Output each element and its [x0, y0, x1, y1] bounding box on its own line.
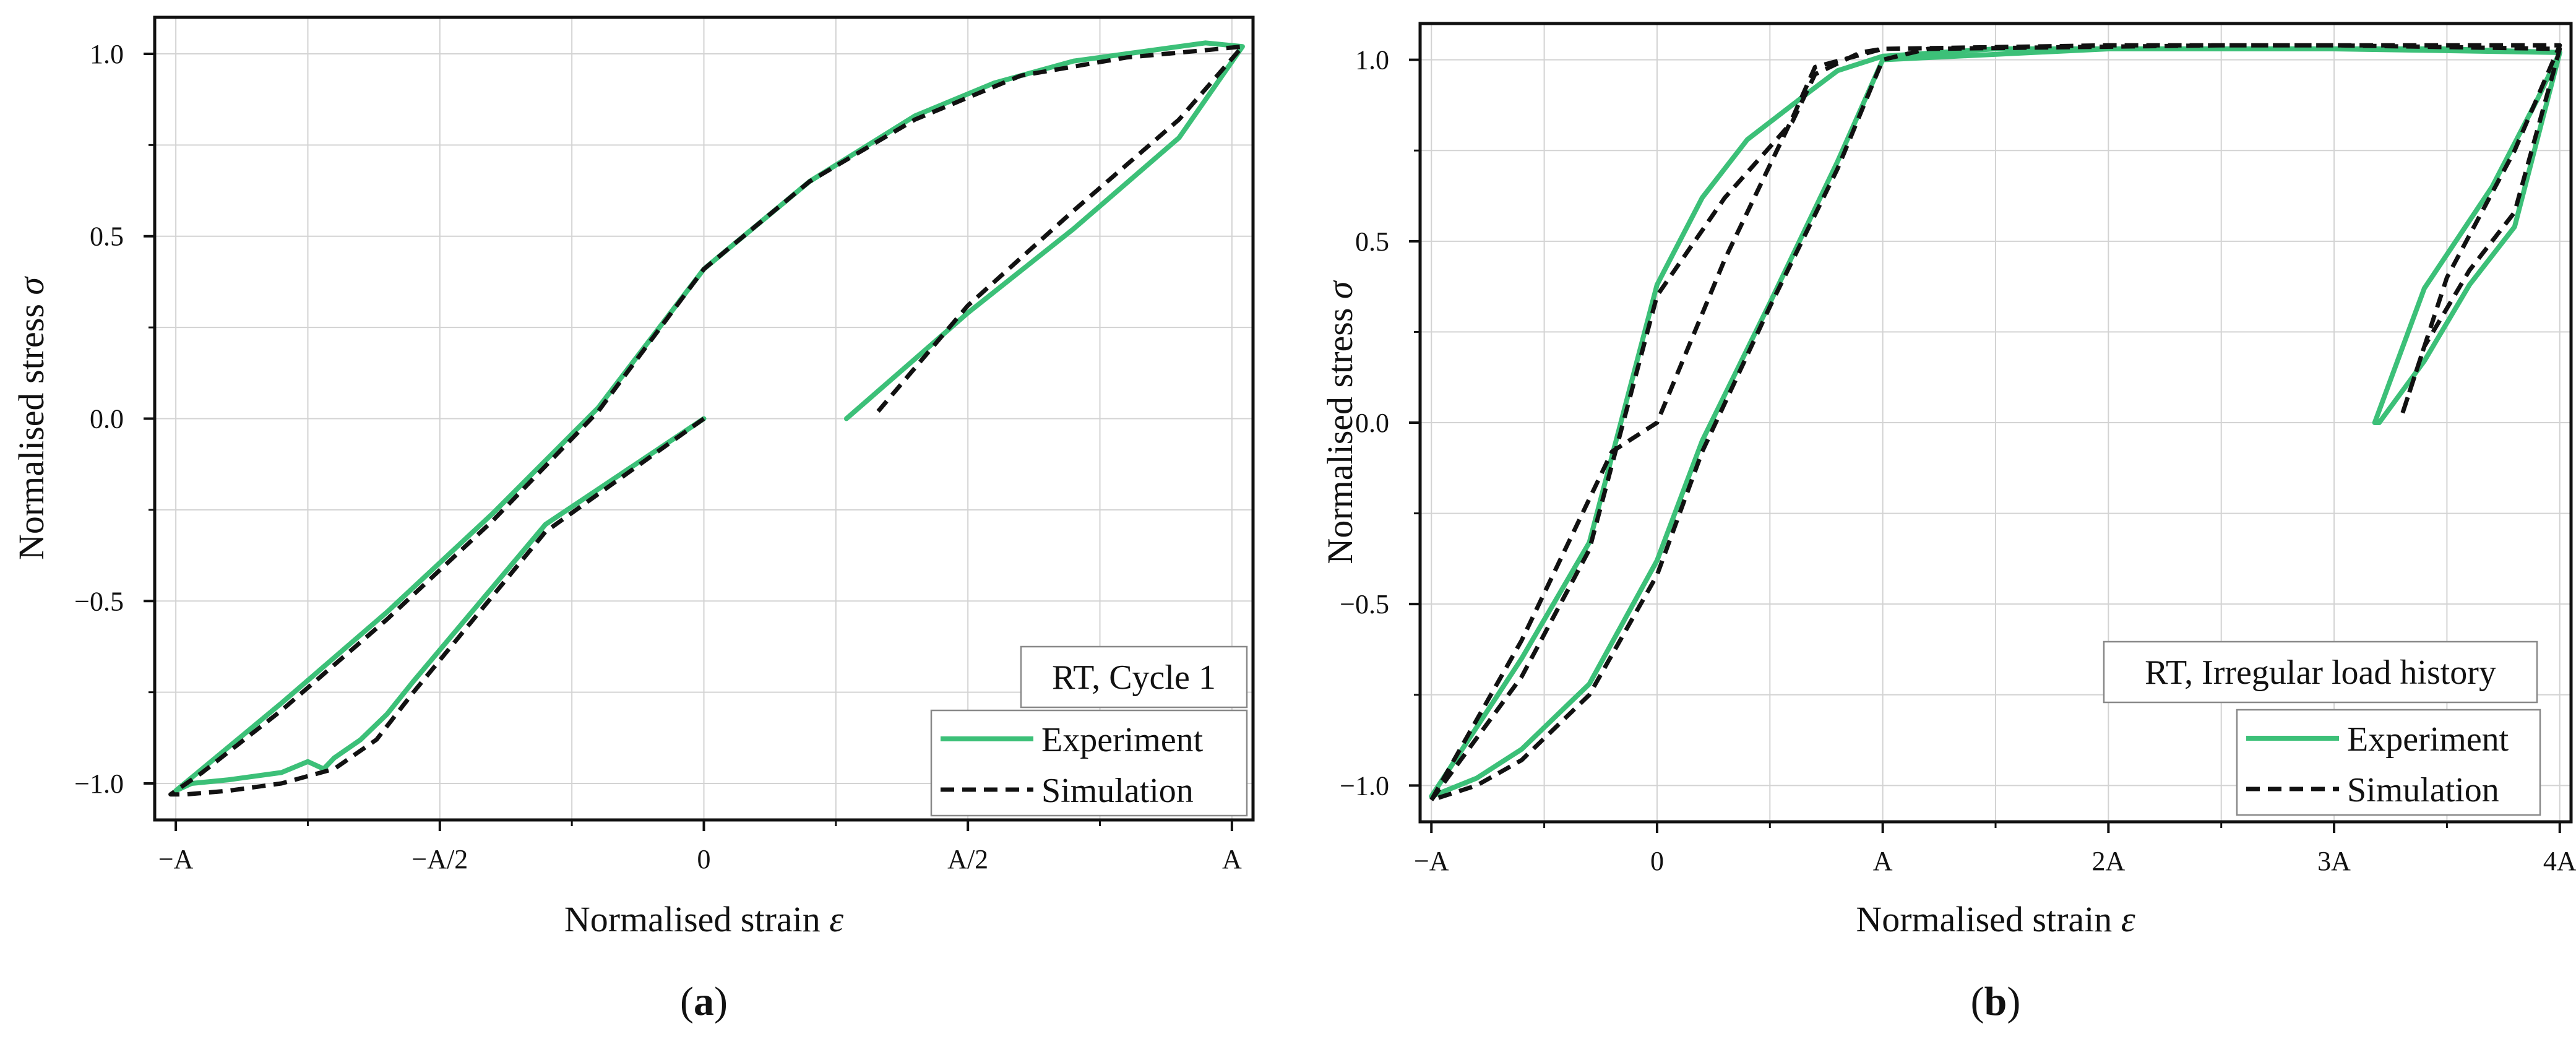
legend-label-simulation: Simulation: [2347, 771, 2499, 809]
x-tick-label: 0: [697, 844, 711, 874]
y-tick-label: −0.5: [1340, 589, 1389, 619]
x-tick-label: 0: [1650, 846, 1664, 876]
y-tick-label: 0.5: [1355, 226, 1389, 257]
annotation-box: [2103, 640, 2538, 704]
y-tick-label: −1.0: [74, 769, 124, 799]
x-axis-title: Normalised strain ε: [1856, 899, 2135, 939]
y-tick-label: −1.0: [1340, 770, 1389, 801]
legend-label-experiment: Experiment: [2347, 720, 2509, 759]
legend-label-simulation: Simulation: [1041, 772, 1194, 810]
x-tick-label: 2A: [2091, 846, 2125, 876]
panel-label: (b): [1971, 979, 2021, 1024]
x-tick-label: −A/2: [411, 844, 468, 874]
x-tick-label: A: [1873, 846, 1893, 876]
series-line-simulation-b: [1429, 43, 2562, 803]
y-tick-label: 1.0: [1355, 45, 1389, 75]
legend-box: [2236, 709, 2541, 816]
legend-label-experiment: Experiment: [1041, 721, 1204, 759]
annotation-box: [1020, 645, 1248, 709]
panel-label: (a): [680, 979, 728, 1024]
x-tick-label: A/2: [947, 844, 988, 874]
annotation-text: RT, Cycle 1: [1052, 658, 1216, 697]
x-tick-label: −A: [158, 844, 194, 874]
x-axis-title: Normalised strain ε: [564, 899, 843, 939]
x-tick-label: −A: [1414, 846, 1449, 876]
x-tick-label: 4A: [2543, 846, 2576, 876]
x-tick-label: A: [1222, 844, 1242, 874]
y-tick-label: 1.0: [90, 39, 124, 69]
x-tick-label: 3A: [2317, 846, 2351, 876]
y-axis-title: Normalised stress σ: [11, 276, 51, 561]
y-axis-title: Normalised stress σ: [1320, 280, 1360, 564]
y-tick-label: 0.0: [1355, 408, 1389, 438]
annotation-text: RT, Irregular load history: [2145, 653, 2496, 692]
series-line-experiment-a: [173, 40, 1245, 793]
y-tick-label: 0.0: [90, 404, 124, 434]
y-tick-label: 0.5: [90, 222, 124, 252]
panel-a-plot: −A −A/2 0 A/2 A −1.0 −0.5 0.0 0.5 1.0 Normalised s…: [11, 15, 1255, 1024]
panel-b-plot: −A 0 A 2A 3A 4A −1.0 −0.5 0.0 0.5 1.0 Normalised st…: [1320, 22, 2576, 1024]
series-line-experiment-b: [1429, 46, 2562, 799]
legend-box: [930, 709, 1248, 817]
y-tick-label: −0.5: [74, 586, 124, 616]
